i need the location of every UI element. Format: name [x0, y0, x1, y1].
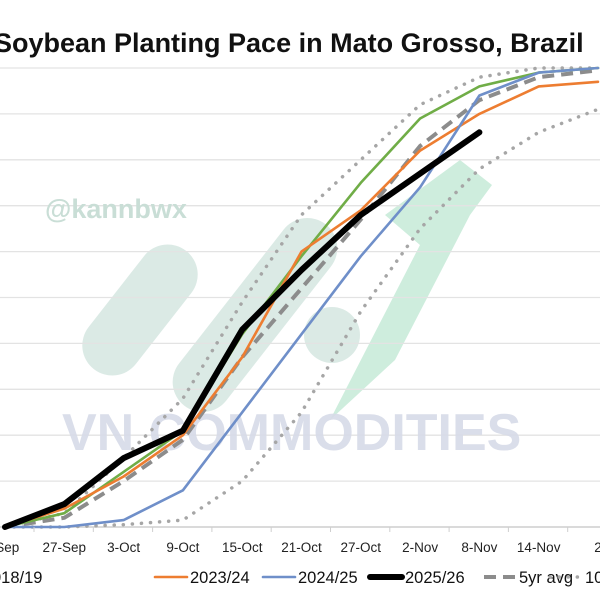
series-line-2025-26 [2, 129, 483, 530]
x-tick-label: 9-Oct [166, 540, 199, 555]
legend-label: 10y [585, 569, 600, 587]
series-line-018-19 [3, 66, 600, 529]
x-tick-label: 3-Oct [107, 540, 140, 555]
x-tick-label: 27-Oct [341, 540, 382, 555]
legend-label: 2025/26 [405, 569, 465, 587]
legend-label: 018/19 [0, 569, 42, 587]
x-tick-label: 2 [594, 540, 600, 555]
x-tick-label: -Sep [0, 540, 19, 555]
x-tick-label: 15-Oct [222, 540, 263, 555]
watermark-handle: @kannbwx [45, 194, 187, 224]
series-line-2024-25 [3, 66, 600, 529]
series-line-10y-lower [3, 107, 600, 529]
series-line-10y-upper [3, 66, 600, 529]
legend-label: 5yr avg [519, 569, 573, 587]
legend-label: 2024/25 [298, 569, 358, 587]
x-tick-label: 14-Nov [517, 540, 561, 555]
x-tick-label: 21-Oct [281, 540, 322, 555]
legend-label: 2023/24 [190, 569, 250, 587]
x-tick-label: 2-Nov [402, 540, 438, 555]
x-tick-label: 27-Sep [43, 540, 87, 555]
chart-title: Soybean Planting Pace in Mato Grosso, Br… [0, 28, 584, 58]
series-line-5yr-avg [4, 68, 599, 529]
x-tick-label: 8-Nov [461, 540, 497, 555]
series-line-2023-24 [3, 80, 600, 529]
